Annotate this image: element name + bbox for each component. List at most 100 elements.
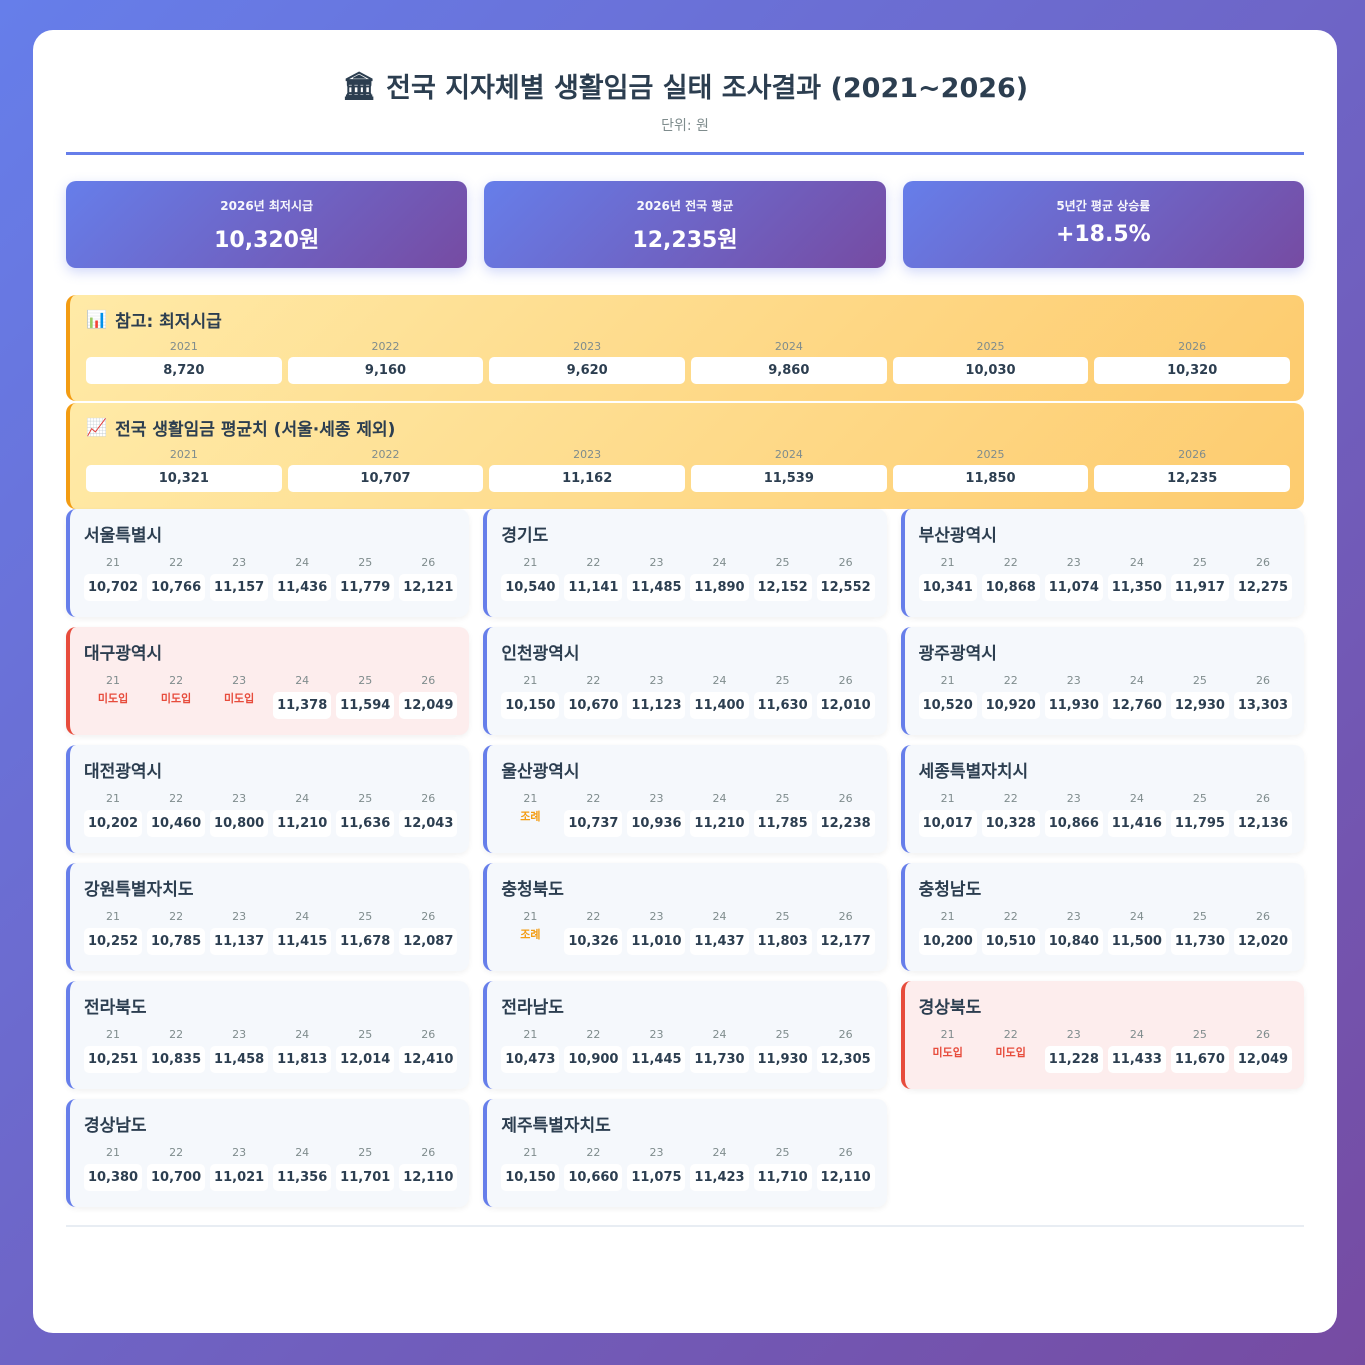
reference-title-text: 참고: 최저시급 <box>115 312 222 332</box>
year-label: 24 <box>295 910 310 923</box>
value-box: 11,850 <box>892 465 1089 492</box>
value-box: 10,251 <box>84 1046 143 1073</box>
year-label: 26 <box>838 910 853 923</box>
value-box: 11,636 <box>336 810 395 837</box>
region-year-cell: 24 11,415 <box>273 910 332 955</box>
year-label: 22 <box>169 1028 184 1041</box>
region-year-cell: 26 12,410 <box>399 1028 458 1073</box>
reference-cell: 2024 9,860 <box>691 340 887 384</box>
year-label: 23 <box>1066 1028 1081 1041</box>
region-grid: 서울특별시 21 10,702 22 10,766 23 11,157 24 11,436 25 1… <box>66 509 1304 1207</box>
region-year-cell: 23 10,800 <box>210 792 269 837</box>
region-year-cell: 22 10,900 <box>564 1028 623 1073</box>
region-card: 대전광역시 21 10,202 22 10,460 23 10,800 24 11,210 25 1… <box>66 745 470 853</box>
value-box: 11,890 <box>690 574 749 601</box>
region-values: 21 10,202 22 10,460 23 10,800 24 11,210 25 11,636… <box>84 792 458 837</box>
stats-row: 2026년 최저시급 10,320원 2026년 전국 평균 12,235원 5… <box>66 181 1304 268</box>
region-name: 충청북도 <box>501 880 564 900</box>
value-box: 10,785 <box>147 928 206 955</box>
region-name: 대구광역시 <box>84 644 163 664</box>
stat-card-national-average: 2026년 전국 평균 12,235원 <box>484 181 886 268</box>
region-card: 부산광역시 21 10,341 22 10,868 23 11,074 24 11,350 25 1… <box>900 509 1304 617</box>
region-year-cell: 23 11,021 <box>210 1146 269 1191</box>
year-label: 26 <box>1255 556 1270 569</box>
value-box: 10,320 <box>1094 357 1290 384</box>
year-label: 21 <box>940 1028 955 1041</box>
value-box: 10,840 <box>1044 928 1103 955</box>
year-label: 23 <box>649 556 664 569</box>
value-box: 11,350 <box>1107 574 1166 601</box>
region-year-cell: 22 10,326 <box>564 910 623 955</box>
year-label: 23 <box>232 910 247 923</box>
region-year-cell: 21 10,702 <box>84 556 143 601</box>
year-label: 26 <box>838 1146 853 1159</box>
reference-cell: 2023 9,620 <box>489 340 685 384</box>
reference-cell: 2025 10,030 <box>892 340 1089 384</box>
year-label: 26 <box>421 674 436 687</box>
value-box: 11,378 <box>273 692 332 719</box>
region-year-cell: 25 11,594 <box>336 674 395 719</box>
year-label: 2023 <box>573 340 602 353</box>
year-label: 23 <box>649 1028 664 1041</box>
region-year-cell: 21 10,252 <box>84 910 143 955</box>
year-label: 24 <box>295 674 310 687</box>
region-year-cell: 25 11,678 <box>336 910 395 955</box>
region-card: 인천광역시 21 10,150 22 10,670 23 11,123 24 11,400 25 1… <box>483 627 887 735</box>
region-year-cell: 21 조례 <box>501 792 559 837</box>
year-label: 23 <box>1066 556 1081 569</box>
region-card: 경기도 21 10,540 22 11,141 23 11,485 24 11,890 25 12,… <box>483 509 887 617</box>
region-values: 21 10,341 22 10,868 23 11,074 24 11,350 25 11,917… <box>918 556 1292 601</box>
year-label: 2026 <box>1178 340 1207 353</box>
value-box: 11,930 <box>1044 692 1103 719</box>
value-box: 10,341 <box>918 574 977 601</box>
stat-card-growth-rate: 5년간 평균 상승률 +18.5% <box>902 181 1304 268</box>
value-box: 11,594 <box>336 692 395 719</box>
year-label: 26 <box>1255 1028 1270 1041</box>
region-year-cell: 26 12,049 <box>399 674 458 719</box>
line-chart-icon: 📈 <box>86 417 108 438</box>
region-year-cell: 22 10,920 <box>981 674 1040 719</box>
year-label: 21 <box>523 556 538 569</box>
region-year-cell: 21 10,202 <box>84 792 143 837</box>
value-box: 11,423 <box>690 1164 749 1191</box>
year-label: 2026 <box>1178 448 1207 461</box>
region-name: 제주특별자치도 <box>501 1116 611 1136</box>
region-year-cell: 21 10,520 <box>918 674 977 719</box>
year-label: 23 <box>1066 910 1081 923</box>
year-label: 23 <box>649 792 664 805</box>
year-label: 21 <box>106 674 121 687</box>
value-box: 11,210 <box>690 810 749 837</box>
year-label: 21 <box>523 1028 538 1041</box>
value-box: 10,670 <box>564 692 623 719</box>
year-label: 24 <box>712 556 727 569</box>
region-year-cell: 21 10,150 <box>501 674 560 719</box>
region-values: 21 조례 22 10,737 23 10,936 24 11,210 25 11,785 26 12… <box>501 792 875 837</box>
value-box: 9,620 <box>489 357 685 384</box>
value-box: 11,795 <box>1170 810 1229 837</box>
region-year-cell: 26 12,010 <box>816 674 875 719</box>
year-label: 22 <box>586 910 601 923</box>
region-year-cell: 23 미도입 <box>210 674 268 719</box>
year-label: 22 <box>169 910 184 923</box>
status-label: 조례 <box>520 928 541 941</box>
value-box: 11,436 <box>273 574 332 601</box>
region-year-cell: 24 11,730 <box>690 1028 749 1073</box>
region-values: 21 미도입 22 미도입 23 11,228 24 11,433 25 11,670 26 12,0… <box>919 1028 1292 1073</box>
year-label: 26 <box>1255 674 1270 687</box>
value-box: 10,800 <box>210 810 269 837</box>
value-box: 10,380 <box>84 1164 143 1191</box>
region-year-cell: 22 10,835 <box>147 1028 206 1073</box>
region-year-cell: 26 12,049 <box>1233 1028 1292 1073</box>
year-label: 25 <box>358 1146 373 1159</box>
year-label: 26 <box>838 1028 853 1041</box>
region-year-cell: 25 11,930 <box>753 1028 812 1073</box>
value-box: 10,030 <box>892 357 1089 384</box>
value-box: 12,238 <box>816 810 875 837</box>
region-year-cell: 23 11,074 <box>1044 556 1103 601</box>
value-box: 12,121 <box>399 574 458 601</box>
page-title: 🏛 전국 지자체별 생활임금 실태 조사결과 (2021~2026) <box>66 66 1304 105</box>
year-label: 25 <box>775 792 790 805</box>
region-year-cell: 26 12,136 <box>1233 792 1292 837</box>
region-year-cell: 25 11,803 <box>753 910 812 955</box>
value-box: 11,701 <box>336 1164 395 1191</box>
